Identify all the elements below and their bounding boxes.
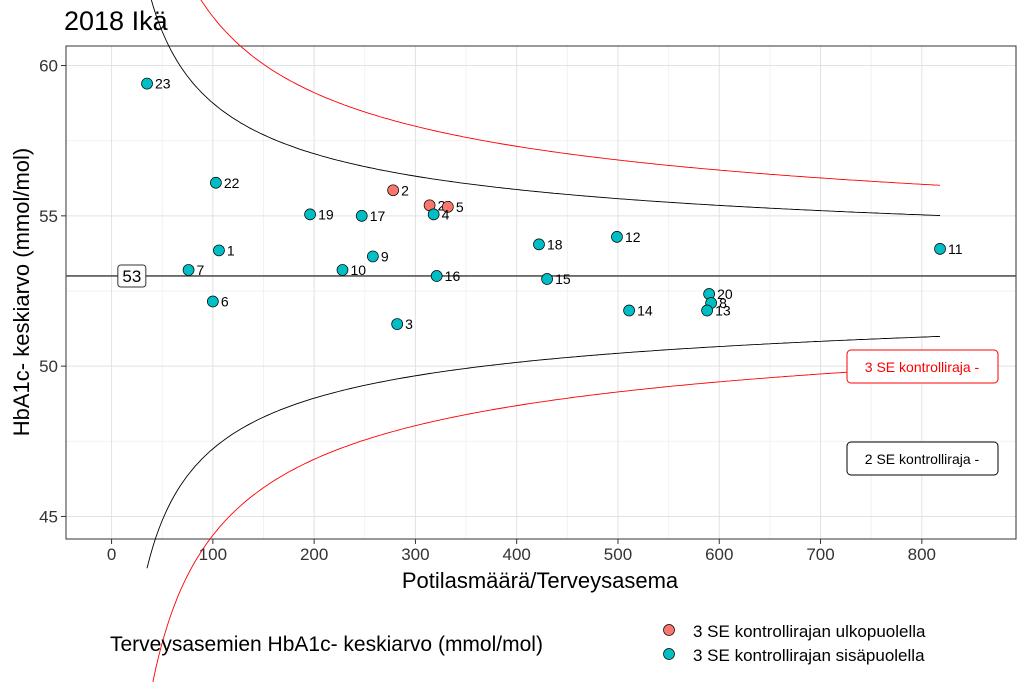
limit-box-3se: 3 SE kontrolliraja - [846, 349, 999, 384]
legend: Terveysasemien HbA1c- keskiarvo (mmol/mo… [110, 622, 926, 665]
legend-label-inside: 3 SE kontrollirajan sisäpuolella [693, 646, 925, 665]
x-tick-label: 700 [806, 545, 834, 564]
point-label: 16 [445, 268, 461, 284]
data-point [533, 238, 545, 251]
point-label: 18 [547, 236, 563, 252]
x-tick-label: 600 [705, 545, 733, 564]
point-label: 7 [197, 262, 205, 278]
data-point [934, 243, 946, 255]
data-point [304, 208, 316, 221]
point-label: 9 [381, 248, 389, 264]
mean-label: 53 [117, 264, 147, 288]
y-tick-label: 55 [39, 207, 58, 226]
points-layer: 2322221519174121811197101615208614133 [141, 76, 963, 332]
legend-swatch-inside [663, 648, 675, 660]
point-label: 10 [350, 262, 366, 278]
data-point [391, 318, 404, 330]
point-label: 14 [637, 303, 653, 319]
x-tick-label: 100 [199, 545, 227, 564]
point-label: 15 [555, 271, 571, 287]
x-tick-label: 800 [908, 545, 936, 564]
legend-swatch-outside [663, 624, 675, 636]
point-label: 5 [456, 199, 464, 215]
data-point [623, 304, 635, 317]
curve-3se-lower [152, 366, 941, 682]
x-axis-title: Potilasmäärä/Terveysasema [402, 568, 679, 593]
svg-text:53: 53 [122, 267, 141, 286]
y-tick-label: 60 [39, 57, 58, 76]
control-limit-curves [146, 0, 941, 682]
curve-2se-lower [146, 335, 941, 569]
data-point [427, 208, 440, 221]
x-tick-label: 0 [107, 545, 116, 564]
plot-panel-border [65, 45, 1017, 540]
data-point [213, 244, 225, 257]
x-tick-label: 200 [300, 545, 328, 564]
data-point [387, 184, 399, 197]
data-point [430, 270, 443, 282]
legend-title: Terveysasemien HbA1c- keskiarvo (mmol/mo… [110, 633, 543, 656]
x-tick-label: 500 [604, 545, 632, 564]
svg-text:3 SE kontrolliraja -: 3 SE kontrolliraja - [865, 359, 980, 375]
legend-label-outside: 3 SE kontrollirajan ulkopuolella [693, 622, 926, 641]
curve-2se-upper [150, 0, 941, 216]
point-label: 19 [318, 206, 334, 222]
grid-minor [66, 46, 1016, 539]
x-tick-label: 300 [401, 545, 429, 564]
point-label: 13 [715, 303, 731, 319]
point-label: 2 [401, 182, 409, 198]
point-label: 6 [221, 294, 229, 310]
y-axis-ticks: 45 50 55 60 [39, 57, 66, 526]
data-point [611, 231, 623, 243]
data-point [701, 304, 713, 317]
x-axis-ticks: 0 100 200 300 400 500 600 700 800 [107, 539, 936, 564]
y-tick-label: 50 [39, 357, 58, 376]
chart-title: 2018 Ikä [64, 6, 169, 36]
y-tick-label: 45 [39, 507, 58, 526]
curve-3se-upper [200, 0, 941, 186]
data-point [141, 77, 153, 90]
point-label: 23 [155, 76, 171, 92]
point-label: 4 [442, 206, 450, 222]
point-label: 22 [224, 175, 240, 191]
point-label: 20 [717, 286, 733, 302]
data-point [182, 264, 195, 276]
data-point [355, 209, 368, 222]
data-point [336, 264, 349, 276]
data-point [541, 273, 553, 285]
point-label: 11 [948, 241, 963, 257]
x-tick-label: 400 [503, 545, 531, 564]
data-point [367, 250, 379, 263]
point-label: 12 [625, 229, 641, 245]
limit-box-2se: 2 SE kontrolliraja - [846, 441, 999, 476]
data-point [207, 295, 219, 308]
data-point [441, 200, 454, 213]
y-axis-title: HbA1c- keskiarvo (mmol/mol) [9, 148, 34, 437]
point-label: 1 [227, 242, 235, 258]
point-label: 8 [719, 295, 727, 311]
point-label: 3 [405, 316, 413, 332]
point-label: 17 [370, 208, 386, 224]
data-point [210, 176, 222, 189]
svg-text:2 SE kontrolliraja -: 2 SE kontrolliraja - [865, 451, 980, 467]
